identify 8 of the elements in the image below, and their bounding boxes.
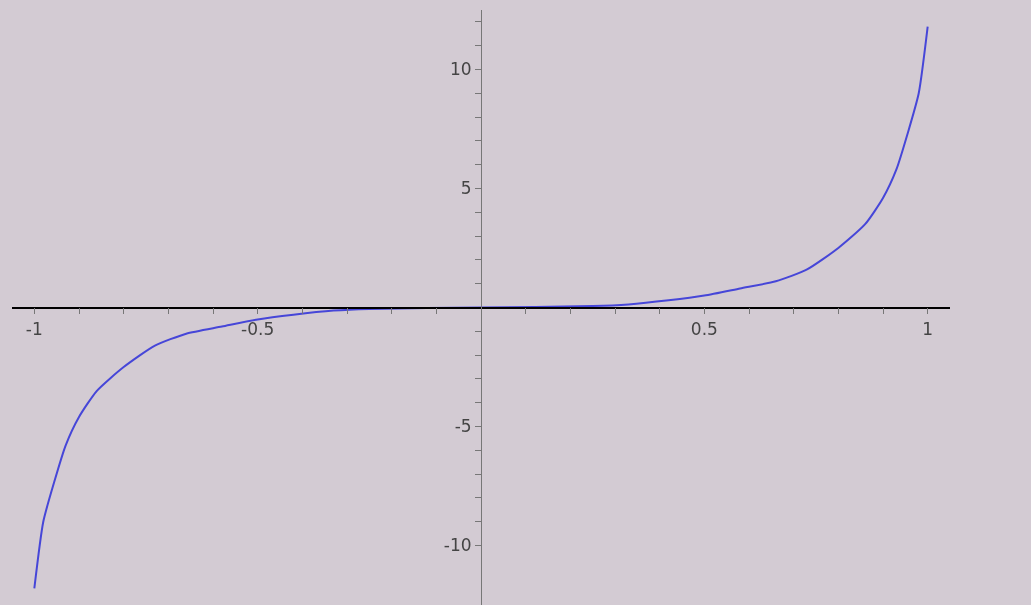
x-tick-label: 0.5 (690, 318, 718, 339)
x-tick-label: -0.5 (241, 318, 275, 339)
y-tick-label: -10 (443, 535, 472, 556)
y-tick-label: 10 (449, 59, 472, 80)
x-tick-label: -1 (25, 318, 43, 339)
y-tick-label: -5 (454, 416, 472, 437)
y-tick-label: 5 (460, 178, 472, 199)
x-tick-label: 1 (922, 318, 934, 339)
